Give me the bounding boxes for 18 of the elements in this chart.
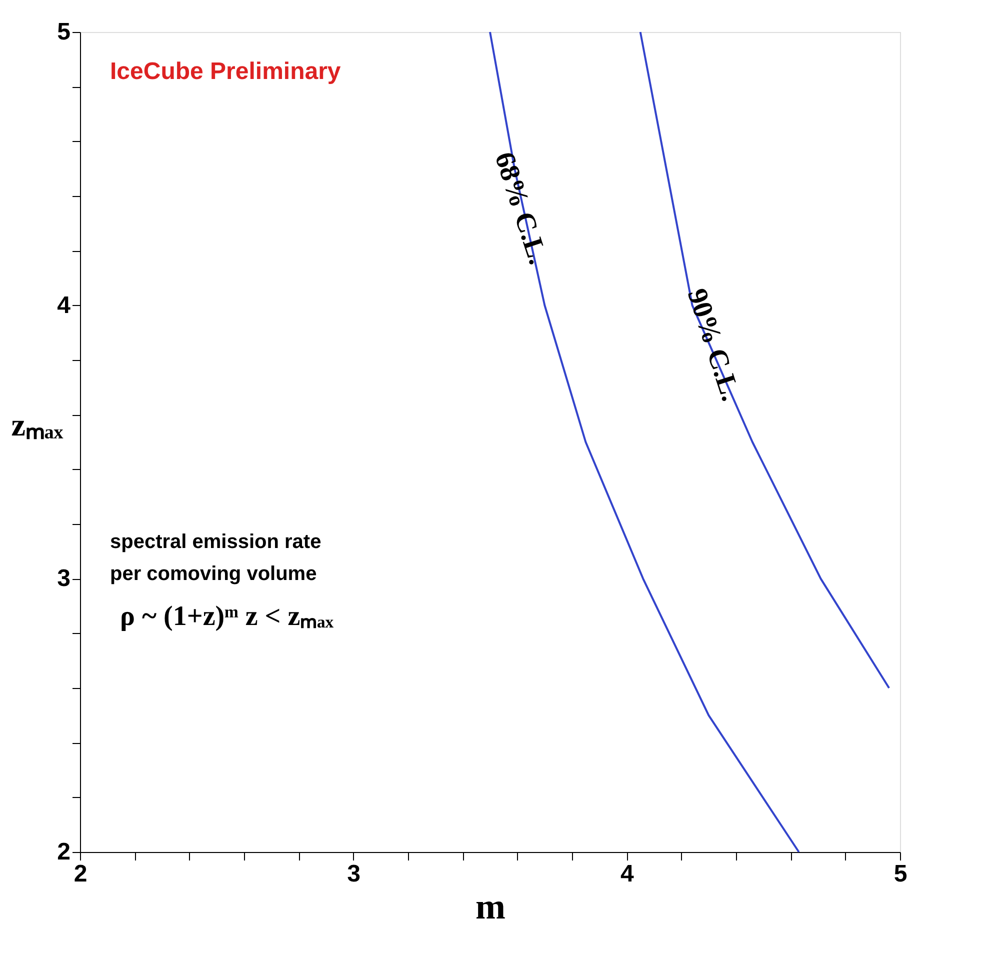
y-tick-label: 4: [57, 292, 72, 319]
x-tick-label: 4: [620, 860, 634, 888]
y-tick-label: 5: [57, 18, 70, 46]
x-tick-label: 3: [347, 860, 361, 888]
annotation: IceCube Preliminary: [110, 58, 342, 85]
annotation: ρ ~ (1+z)ᵐ z < zₘₐₓ: [120, 601, 334, 632]
x-axis-title: m: [476, 886, 506, 926]
annotation: spectral emission rate: [110, 531, 322, 553]
y-tick-label: 2: [57, 838, 70, 866]
x-tick-label: 2: [74, 860, 88, 888]
x-tick-label: 5: [894, 860, 908, 888]
y-tick-label: 3: [57, 565, 70, 592]
annotation: per comoving volume: [110, 563, 317, 585]
text: 68% C.L.: [488, 148, 554, 268]
line-series: [639, 31, 890, 689]
text: 90% C.L.: [680, 285, 746, 405]
y-axis-title: zₘₐₓ: [11, 406, 64, 442]
line-series: [489, 31, 800, 853]
